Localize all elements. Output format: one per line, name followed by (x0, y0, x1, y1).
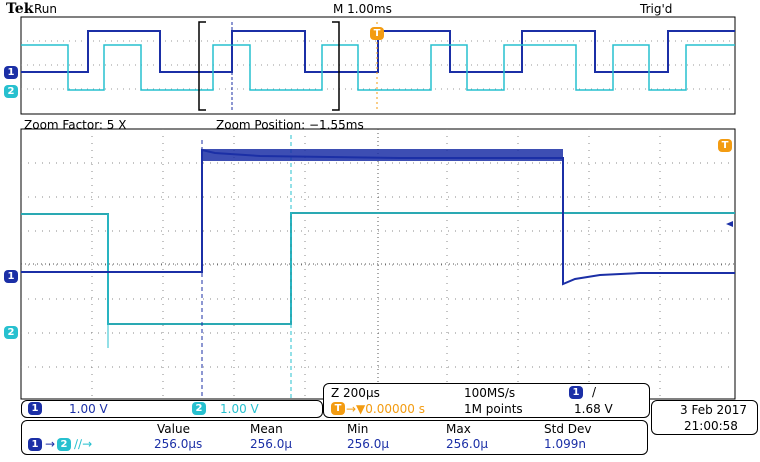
timebase-readout: M 1.00ms (333, 2, 392, 16)
trigger-level: 1.68 V (574, 402, 613, 416)
meas-stddev: 1.099n (544, 437, 586, 451)
ch2-scale[interactable]: 1.00 V (220, 402, 259, 416)
trigger-position: →▼0.00000 s (346, 402, 425, 416)
zoom-position: Zoom Position: −1.55ms (216, 118, 364, 132)
zoom-window-bracket (198, 21, 340, 111)
ch1-scale[interactable]: 1.00 V (69, 402, 108, 416)
overview-ch1-marker[interactable]: 1 (4, 66, 18, 79)
meas-header-max: Max (446, 422, 471, 436)
meas-header-min: Min (347, 422, 369, 436)
time: 21:00:58 (684, 419, 738, 433)
overview-ch2-marker[interactable]: 2 (4, 85, 18, 98)
meas-header-mean: Mean (250, 422, 283, 436)
meas-value: 256.0µs (154, 437, 203, 451)
sample-rate: 100MS/s (464, 386, 516, 400)
zoom-trigger-marker[interactable]: T (718, 139, 732, 152)
meas-edge-icon: ∕∕→ (74, 437, 93, 451)
meas-header-stddev: Std Dev (544, 422, 592, 436)
trigger-status: Trig'd (640, 2, 673, 16)
overview-trigger-marker[interactable]: T (370, 27, 384, 40)
overview-ch2-trace (21, 44, 735, 91)
channel-scale-panel[interactable]: 1 1.00 V 2 1.00 V (21, 400, 323, 418)
ch2-scale-chip[interactable]: 2 (192, 402, 206, 415)
trigger-slope-icon: / (592, 385, 597, 399)
record-length: 1M points (464, 402, 523, 416)
overview-ch1-trace (21, 30, 735, 73)
trigger-position-chip: T (331, 402, 345, 415)
acquisition-panel[interactable]: Z 200µs 100MS/s 1 / T →▼0.00000 s 1M poi… (323, 383, 650, 418)
date-time-panel: 3 Feb 2017 21:00:58 (651, 400, 758, 435)
meas-header-value: Value (157, 422, 190, 436)
zoom-ch1-marker[interactable]: 1 (4, 270, 18, 283)
date: 3 Feb 2017 (680, 403, 748, 417)
brand-logo: Tek (6, 1, 34, 17)
measurement-panel[interactable]: Value Mean Min Max Std Dev 1 → 2 ∕∕→ 256… (21, 420, 648, 455)
zoom-ch2-trace (21, 212, 735, 325)
zoom-timebase: Z 200µs (331, 386, 380, 400)
zoom-ch2-marker[interactable]: 2 (4, 326, 18, 339)
meas-arrow-icon: → (45, 437, 56, 451)
meas-min: 256.0µ (347, 437, 389, 451)
trigger-source-chip[interactable]: 1 (569, 386, 583, 399)
acquisition-status: Run (34, 2, 58, 16)
meas-max: 256.0µ (446, 437, 488, 451)
meas-mean: 256.0µ (250, 437, 292, 451)
overview-grid (21, 40, 735, 90)
ch1-scale-chip[interactable]: 1 (28, 402, 42, 415)
zoom-factor: Zoom Factor: 5 X (24, 118, 127, 132)
meas-source1-chip[interactable]: 1 (28, 438, 42, 451)
meas-source2-chip[interactable]: 2 (57, 438, 71, 451)
